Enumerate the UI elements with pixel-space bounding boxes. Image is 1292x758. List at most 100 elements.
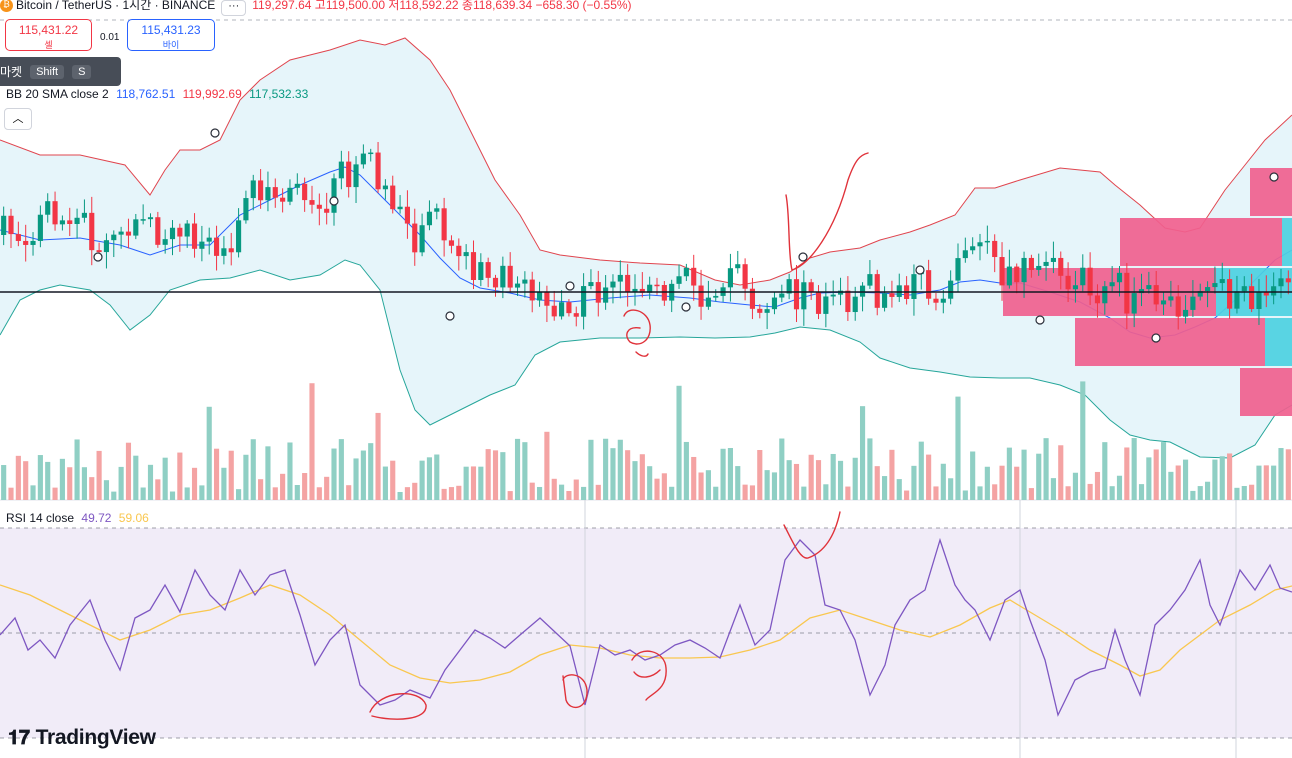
candle-body — [639, 288, 645, 293]
volume-bar — [96, 450, 102, 500]
volume-bar — [1168, 471, 1174, 500]
candle-body — [1241, 286, 1247, 292]
candle-body — [265, 187, 271, 201]
candle-body — [1014, 266, 1020, 283]
volume-bar — [1036, 453, 1042, 500]
volume-bar — [1014, 466, 1020, 500]
symbol-title[interactable]: Bitcoin / TetherUS · 1시간 · BINANCE — [16, 0, 216, 12]
volume-bar — [1006, 447, 1012, 500]
volume-bar — [1094, 471, 1101, 500]
candle-body — [1205, 287, 1211, 292]
rsi-ma-line — [0, 584, 1292, 684]
volume-profile-block — [1282, 218, 1292, 266]
candle-body — [566, 302, 572, 314]
candle-body — [404, 206, 410, 224]
candle-body — [177, 227, 183, 237]
volume-bar — [808, 454, 814, 500]
candle-body — [199, 241, 205, 249]
tradingview-mark-icon: 𝟏𝟕 — [8, 726, 30, 749]
volume-bar — [1080, 381, 1086, 500]
volume-bar — [492, 450, 499, 500]
volume-bar — [713, 486, 719, 500]
candle-body — [500, 265, 506, 288]
event-marker — [565, 281, 575, 291]
volume-bar — [52, 487, 58, 500]
volume-bar — [1116, 475, 1123, 500]
tradingview-logo[interactable]: 𝟏𝟕 TradingView — [8, 726, 156, 750]
volume-bar — [793, 463, 800, 500]
candle-body — [1028, 257, 1034, 270]
candle-body — [661, 285, 667, 301]
candle-body — [169, 227, 176, 240]
volume-bar — [551, 478, 557, 500]
candle-body — [852, 296, 858, 313]
volume-bar — [169, 491, 176, 500]
volume-bar — [705, 470, 711, 500]
volume-profile-block — [1120, 218, 1282, 266]
candle-body — [647, 284, 653, 293]
candle-body — [529, 279, 535, 301]
candle-body — [236, 220, 242, 253]
candle-body — [632, 288, 638, 293]
rsi-legend[interactable]: RSI 14 close 49.72 59.06 — [6, 511, 149, 525]
candle-body — [74, 217, 80, 224]
bb-legend-lower: 117,532.33 — [249, 87, 309, 101]
candle-body — [771, 297, 778, 310]
candle-body — [412, 223, 418, 253]
volume-bar — [434, 454, 440, 500]
bitcoin-icon: ₿ — [0, 0, 13, 13]
volume-bar — [1028, 488, 1034, 500]
candle-body — [573, 313, 579, 317]
volume-profile-block — [1240, 368, 1292, 416]
rsi-legend-ma: 59.06 — [118, 511, 149, 525]
candle-body — [23, 240, 29, 245]
volume-bar — [59, 458, 65, 500]
candle-body — [1219, 279, 1225, 284]
sell-label: 셀 — [44, 40, 53, 50]
sell-button[interactable]: 115,431.22 셀 — [5, 19, 92, 51]
volume-bar — [478, 466, 484, 500]
shortcut-key-s: S — [72, 64, 92, 79]
candle-body — [1124, 272, 1130, 314]
event-marker — [1151, 333, 1161, 343]
volume-bar — [184, 487, 190, 500]
candle-body — [375, 152, 381, 190]
volume-bar — [771, 472, 778, 500]
candle-body — [1094, 295, 1101, 304]
bb-lower-line — [0, 259, 1292, 459]
candle-body — [111, 234, 117, 241]
chevron-up-icon[interactable]: ︿ — [4, 108, 32, 130]
volume-bar — [911, 465, 917, 500]
volume-bar — [904, 490, 910, 500]
candle-body — [1116, 272, 1123, 283]
volume-bar — [1072, 472, 1079, 500]
volume-bar — [1263, 465, 1269, 500]
candle-body — [45, 201, 51, 215]
drawing-rsi-mark-g — [631, 650, 667, 701]
event-marker — [915, 265, 925, 275]
volume-bar — [727, 448, 733, 500]
volume-bar — [191, 467, 198, 500]
buy-button[interactable]: 115,431.23 바이 — [127, 19, 215, 51]
volume-bar — [1241, 486, 1247, 500]
volume-bar — [463, 466, 469, 500]
volume-bar — [859, 406, 866, 500]
volume-bar — [272, 487, 278, 500]
candle-body — [478, 262, 484, 281]
bb-band-fill — [0, 38, 1292, 458]
bb-legend[interactable]: BB 20 SMA close 2 118,762.51 119,992.69 … — [6, 87, 308, 101]
drawing-rsi-circle-left — [369, 693, 427, 720]
more-icon[interactable]: ··· — [221, 0, 247, 16]
volume-bar — [228, 450, 234, 500]
volume-bar — [962, 490, 968, 500]
candle-body — [485, 262, 491, 278]
volume-bar — [103, 480, 110, 500]
volume-bar — [867, 438, 873, 500]
volume-bar — [999, 465, 1005, 500]
candle-body — [8, 215, 14, 235]
candle-body — [735, 264, 741, 269]
candle-body — [448, 240, 455, 246]
candle-body — [434, 208, 440, 212]
volume-bar — [639, 454, 645, 500]
